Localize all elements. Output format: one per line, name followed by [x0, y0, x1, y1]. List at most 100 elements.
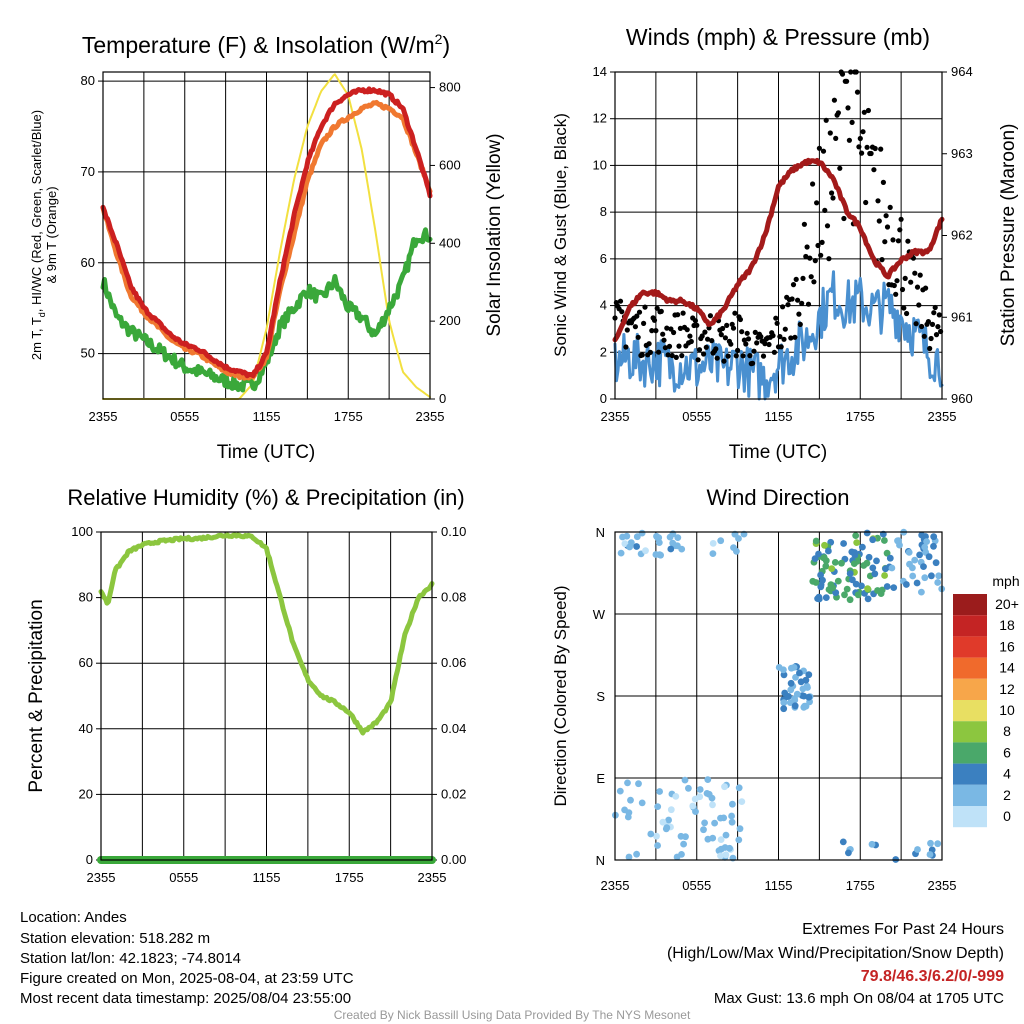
direction-point: [805, 693, 813, 701]
gust-point: [804, 244, 810, 250]
gust-point: [916, 302, 922, 308]
y-left-tick-label: 40: [79, 721, 93, 736]
gust-point: [919, 323, 925, 330]
gust-point: [891, 282, 897, 289]
gust-point: [695, 357, 701, 363]
gust-point: [707, 313, 714, 319]
gust-point: [830, 195, 836, 201]
direction-point: [735, 784, 743, 792]
direction-point: [682, 833, 689, 841]
legend-swatch: [953, 678, 987, 700]
gust-point: [722, 335, 729, 341]
direction-point: [888, 564, 896, 572]
x-tick-label: 2355: [928, 878, 957, 893]
direction-point: [626, 543, 633, 551]
y-left-tick-label: 0: [86, 852, 93, 867]
y-left-tick-label: 4: [600, 298, 607, 313]
gust-point: [744, 330, 750, 336]
gust-point: [908, 279, 914, 285]
x-tick-label: 1155: [253, 409, 281, 424]
gust-point: [829, 190, 835, 196]
x-tick-label: 1755: [846, 409, 875, 424]
gust-point: [702, 329, 708, 335]
gust-point: [737, 316, 744, 323]
x-tick-label: 0555: [169, 870, 198, 885]
direction-point: [864, 595, 872, 603]
direction-point: [923, 538, 930, 545]
direction-point: [728, 812, 735, 820]
gust-point: [803, 253, 809, 260]
gust-point: [662, 345, 669, 351]
y-left-tick-label: 80: [79, 590, 93, 605]
direction-point: [845, 849, 852, 857]
direction-point: [834, 577, 842, 585]
gust-point: [730, 325, 737, 331]
direction-point: [932, 559, 940, 567]
direction-point: [692, 808, 699, 815]
direction-point: [627, 796, 634, 804]
direction-tick-label: W: [593, 607, 606, 622]
direction-point: [935, 572, 943, 580]
y-left-tick-label: 14: [593, 64, 607, 79]
direction-point: [822, 557, 830, 565]
direction-point: [633, 533, 641, 541]
gust-point: [879, 257, 885, 263]
humidity-ylabel-left: Percent & Precipitation: [26, 599, 47, 792]
gust-point: [634, 313, 640, 319]
x-tick-label: 2355: [89, 409, 118, 424]
gust-point: [658, 308, 664, 314]
gust-point: [864, 144, 870, 150]
direction-point: [817, 583, 825, 591]
temperature-ylabel-right: Solar Insolation (Yellow): [484, 133, 505, 336]
gust-point: [760, 353, 767, 359]
direction-point: [800, 703, 808, 711]
gust-point: [815, 242, 821, 249]
direction-point: [874, 587, 881, 594]
direction-point: [680, 840, 687, 848]
y-left-tick-label: 60: [79, 655, 93, 670]
direction-point: [920, 563, 927, 570]
direction-point: [812, 579, 820, 586]
direction-point: [704, 776, 712, 783]
y-left-tick-label: 70: [81, 164, 95, 179]
direction-point: [735, 836, 743, 844]
direction-point: [711, 819, 718, 827]
gust-point: [790, 282, 797, 288]
station-pressure-line: [612, 157, 945, 343]
gust-point: [812, 258, 818, 264]
credit-line: Created By Nick Bassill Using Data Provi…: [334, 1008, 691, 1022]
gust-point: [810, 181, 816, 187]
legend-swatch: [953, 657, 987, 679]
legend-swatch: [953, 615, 987, 637]
gust-point: [878, 146, 884, 152]
direction-point: [638, 799, 646, 807]
direction-point: [709, 550, 717, 557]
direction-point: [780, 705, 788, 713]
direction-point: [843, 585, 851, 593]
gust-point: [692, 318, 699, 324]
direction-point: [685, 784, 692, 792]
temperature-ylabel-left-line2: & 9m T (Orange): [44, 186, 59, 283]
y-right-tick-label: 0.00: [441, 852, 466, 867]
gust-point: [863, 199, 869, 206]
gust-point: [739, 329, 745, 335]
direction-point: [672, 793, 680, 800]
direction-point: [863, 529, 871, 537]
direction-point: [869, 564, 877, 572]
gust-point: [793, 276, 799, 282]
temperature-xlabel: Time (UTC): [217, 442, 316, 463]
direction-point: [928, 572, 935, 580]
direction-point: [926, 851, 934, 858]
direction-point: [850, 560, 858, 567]
gust-point: [789, 296, 795, 302]
direction-point: [717, 852, 724, 860]
gust-point: [750, 360, 756, 366]
gust-point: [923, 285, 929, 291]
gust-point: [778, 344, 784, 350]
gust-point: [785, 302, 791, 308]
direction-point: [691, 795, 699, 803]
direction-tick-label: S: [596, 689, 605, 704]
direction-point: [663, 824, 671, 832]
y-left-tick-label: 20: [79, 786, 93, 801]
gust-point: [901, 305, 907, 311]
